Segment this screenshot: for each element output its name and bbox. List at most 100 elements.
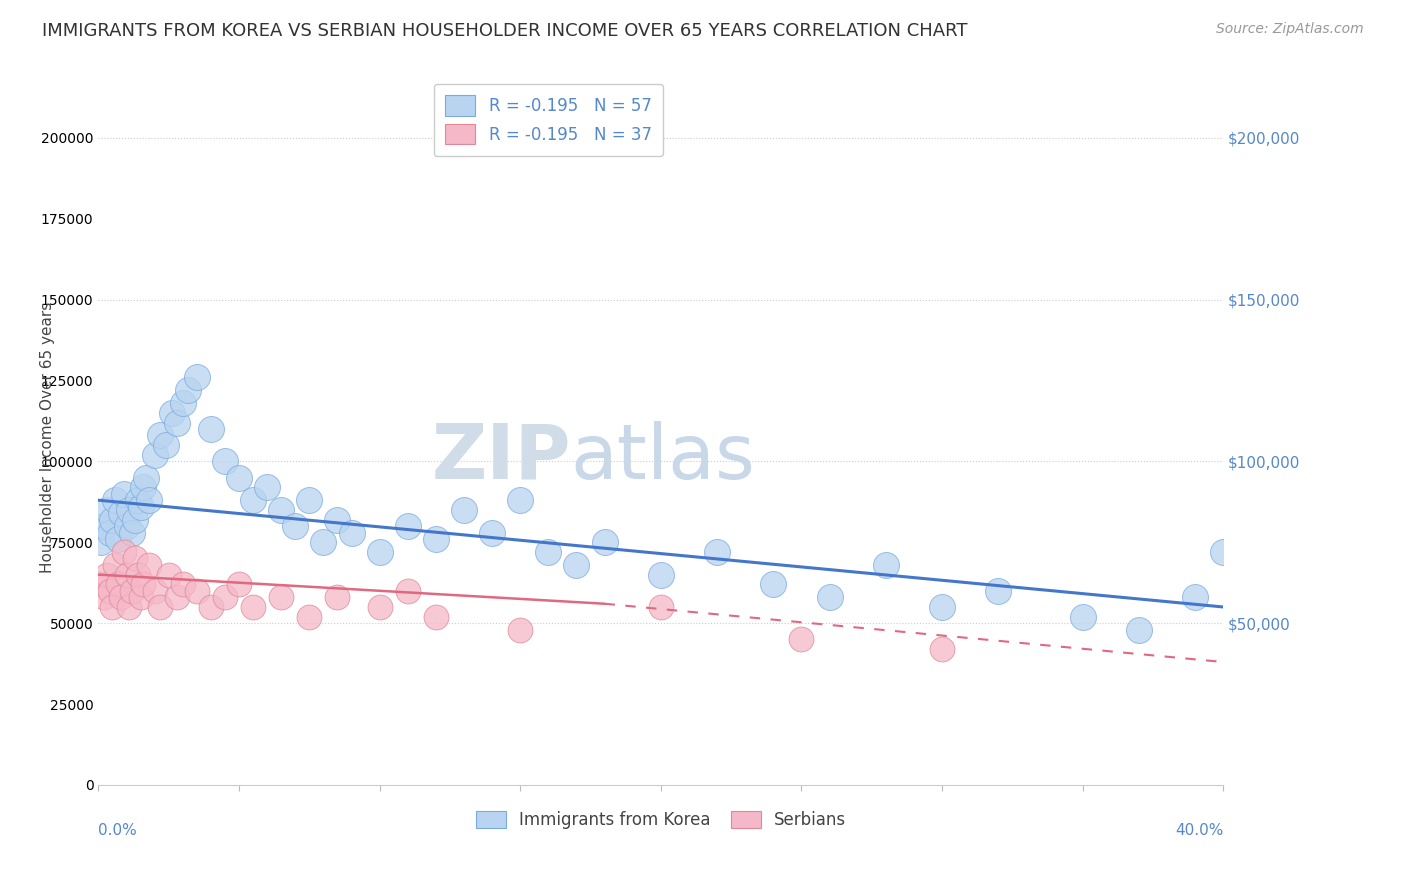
Point	[228, 470, 250, 484]
Legend: Immigrants from Korea, Serbians: Immigrants from Korea, Serbians	[465, 801, 856, 839]
Point	[565, 558, 588, 572]
Point	[166, 591, 188, 605]
Point	[326, 591, 349, 605]
Point	[200, 422, 222, 436]
Point	[706, 545, 728, 559]
Point	[143, 583, 166, 598]
Point	[214, 591, 236, 605]
Text: Householder Income Over 65 years: Householder Income Over 65 years	[41, 301, 55, 573]
Point	[987, 583, 1010, 598]
Point	[90, 535, 112, 549]
Text: ZIP: ZIP	[432, 421, 571, 495]
Point	[132, 577, 155, 591]
Point	[186, 583, 208, 598]
Point	[177, 383, 200, 397]
Point	[256, 480, 278, 494]
Point	[93, 591, 115, 605]
Point	[818, 591, 841, 605]
Point	[875, 558, 897, 572]
Point	[143, 448, 166, 462]
Point	[98, 525, 121, 540]
Point	[650, 567, 672, 582]
Point	[650, 599, 672, 614]
Point	[127, 567, 149, 582]
Point	[110, 591, 132, 605]
Point	[1184, 591, 1206, 605]
Point	[312, 535, 335, 549]
Point	[149, 599, 172, 614]
Point	[101, 513, 124, 527]
Point	[124, 551, 146, 566]
Point	[118, 599, 141, 614]
Point	[149, 428, 172, 442]
Point	[112, 545, 135, 559]
Point	[157, 567, 180, 582]
Point	[1128, 623, 1150, 637]
Point	[214, 454, 236, 468]
Point	[98, 583, 121, 598]
Point	[509, 623, 531, 637]
Point	[242, 493, 264, 508]
Point	[453, 503, 475, 517]
Point	[593, 535, 616, 549]
Point	[340, 525, 363, 540]
Point	[326, 513, 349, 527]
Point	[368, 545, 391, 559]
Point	[129, 500, 152, 514]
Text: atlas: atlas	[571, 421, 755, 495]
Point	[200, 599, 222, 614]
Point	[298, 493, 321, 508]
Point	[172, 577, 194, 591]
Point	[124, 513, 146, 527]
Point	[270, 503, 292, 517]
Point	[172, 396, 194, 410]
Point	[425, 532, 447, 546]
Point	[104, 558, 127, 572]
Point	[790, 632, 813, 647]
Point	[127, 493, 149, 508]
Point	[1071, 609, 1094, 624]
Point	[90, 577, 112, 591]
Point	[931, 599, 953, 614]
Point	[93, 519, 115, 533]
Point	[242, 599, 264, 614]
Point	[121, 525, 143, 540]
Point	[537, 545, 560, 559]
Point	[762, 577, 785, 591]
Point	[129, 591, 152, 605]
Point	[396, 583, 419, 598]
Point	[121, 583, 143, 598]
Point	[228, 577, 250, 591]
Point	[186, 370, 208, 384]
Point	[104, 493, 127, 508]
Point	[138, 493, 160, 508]
Point	[112, 486, 135, 500]
Point	[135, 470, 157, 484]
Point	[118, 503, 141, 517]
Point	[107, 532, 129, 546]
Point	[481, 525, 503, 540]
Point	[396, 519, 419, 533]
Point	[110, 506, 132, 520]
Point	[166, 416, 188, 430]
Point	[160, 406, 183, 420]
Point	[138, 558, 160, 572]
Text: Source: ZipAtlas.com: Source: ZipAtlas.com	[1216, 22, 1364, 37]
Text: IMMIGRANTS FROM KOREA VS SERBIAN HOUSEHOLDER INCOME OVER 65 YEARS CORRELATION CH: IMMIGRANTS FROM KOREA VS SERBIAN HOUSEHO…	[42, 22, 967, 40]
Point	[155, 438, 177, 452]
Point	[270, 591, 292, 605]
Point	[284, 519, 307, 533]
Text: 40.0%: 40.0%	[1175, 823, 1223, 838]
Point	[132, 480, 155, 494]
Point	[107, 577, 129, 591]
Point	[96, 503, 118, 517]
Point	[298, 609, 321, 624]
Point	[115, 519, 138, 533]
Point	[931, 642, 953, 657]
Point	[96, 567, 118, 582]
Text: 0.0%: 0.0%	[98, 823, 138, 838]
Point	[368, 599, 391, 614]
Point	[101, 599, 124, 614]
Point	[1212, 545, 1234, 559]
Point	[425, 609, 447, 624]
